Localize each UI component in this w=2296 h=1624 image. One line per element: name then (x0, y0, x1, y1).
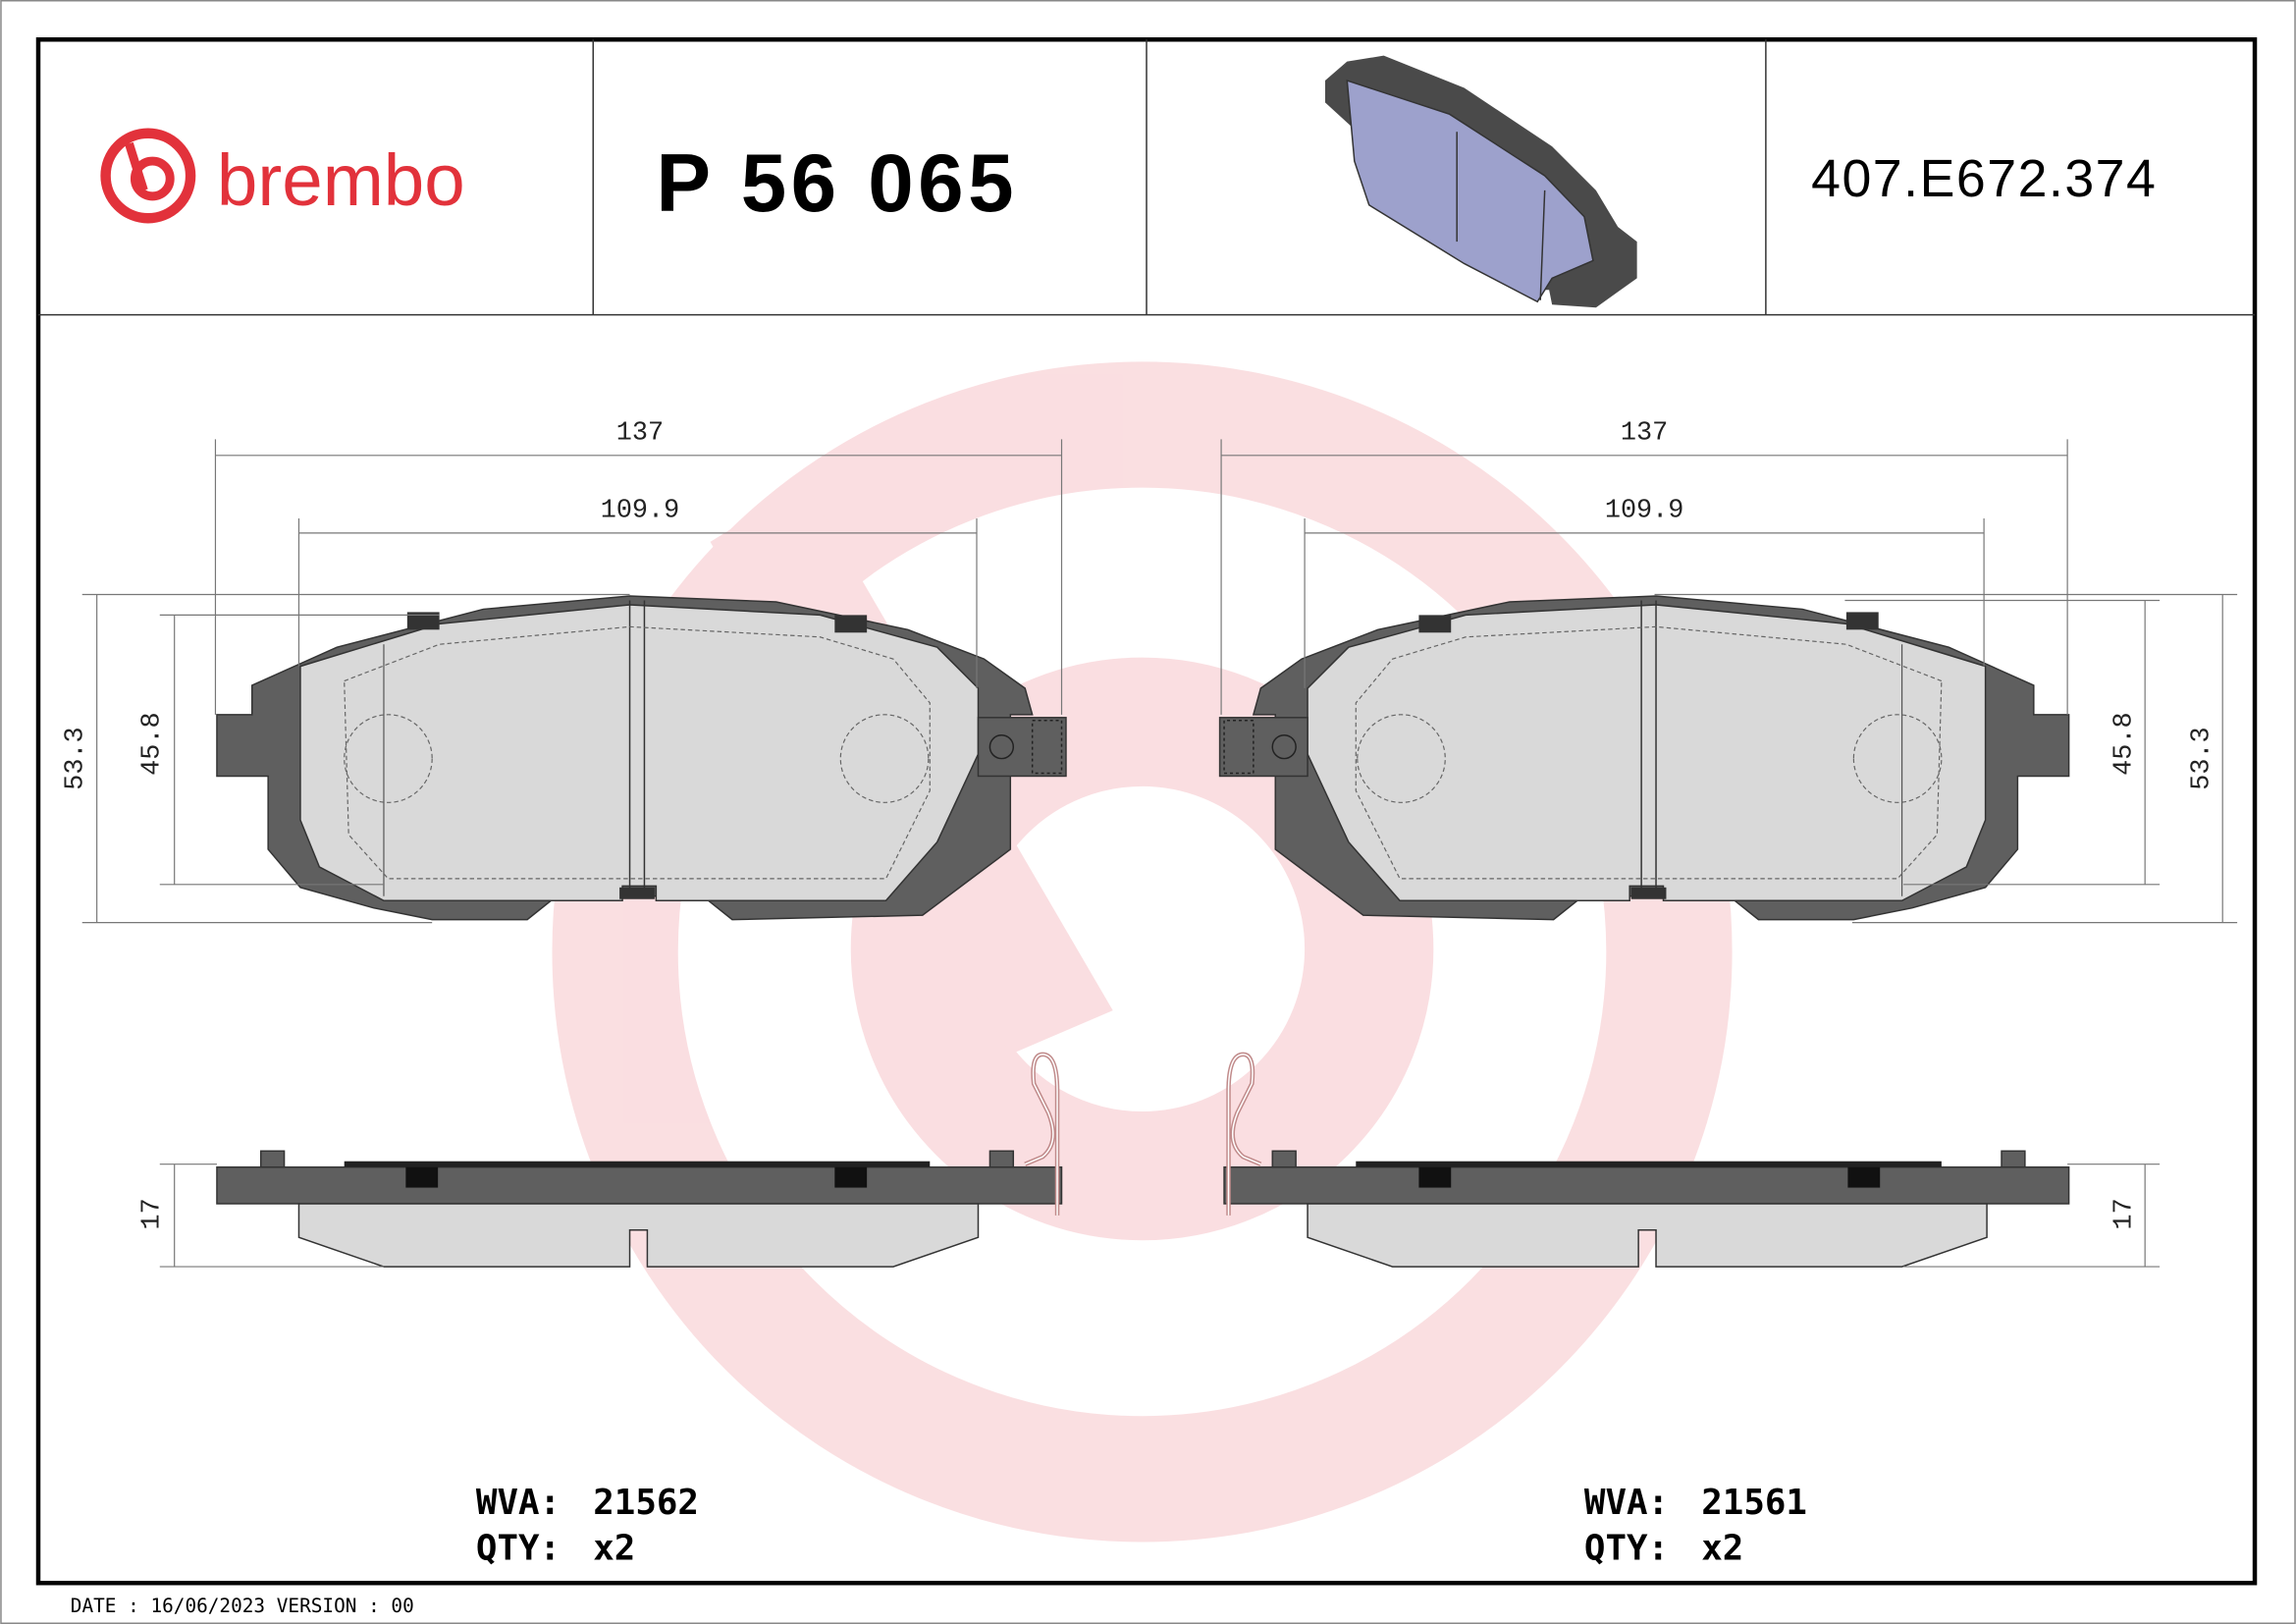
svg-text:53.3: 53.3 (62, 727, 91, 789)
left-dimensions: 137 109.9 53.3 45.8 17 (62, 418, 1063, 1268)
left-qty: x2 (593, 1528, 635, 1568)
svg-text:17: 17 (2109, 1198, 2139, 1229)
svg-text:109.9: 109.9 (601, 496, 680, 525)
right-qty-label: QTY: (1584, 1528, 1669, 1568)
svg-text:137: 137 (1621, 418, 1668, 448)
svg-text:109.9: 109.9 (1605, 496, 1683, 525)
svg-text:45.8: 45.8 (137, 712, 167, 775)
part-number: P 56 065 (656, 136, 1018, 229)
brembo-watermark (552, 361, 1733, 1543)
brand-name: brembo (217, 138, 465, 221)
reference-number: 407.E672.374 (1811, 149, 2157, 208)
svg-text:137: 137 (616, 418, 664, 448)
left-wva-label: WVA: (476, 1483, 561, 1523)
svg-text:53.3: 53.3 (2187, 727, 2216, 789)
pad-3d-image (1324, 55, 1637, 308)
brembo-logo: brembo (100, 128, 465, 224)
svg-text:45.8: 45.8 (2109, 712, 2139, 775)
right-qty: x2 (1701, 1528, 1743, 1568)
right-dimensions: 137 109.9 53.3 45.8 17 (1220, 418, 2238, 1268)
right-wva-label: WVA: (1584, 1483, 1669, 1523)
date-version: DATE : 16/06/2023 VERSION : 00 (71, 1595, 414, 1617)
right-wva-number: 21561 (1701, 1483, 1807, 1523)
left-wva-number: 21562 (593, 1483, 699, 1523)
svg-text:17: 17 (137, 1198, 167, 1229)
left-qty-label: QTY: (476, 1528, 561, 1568)
